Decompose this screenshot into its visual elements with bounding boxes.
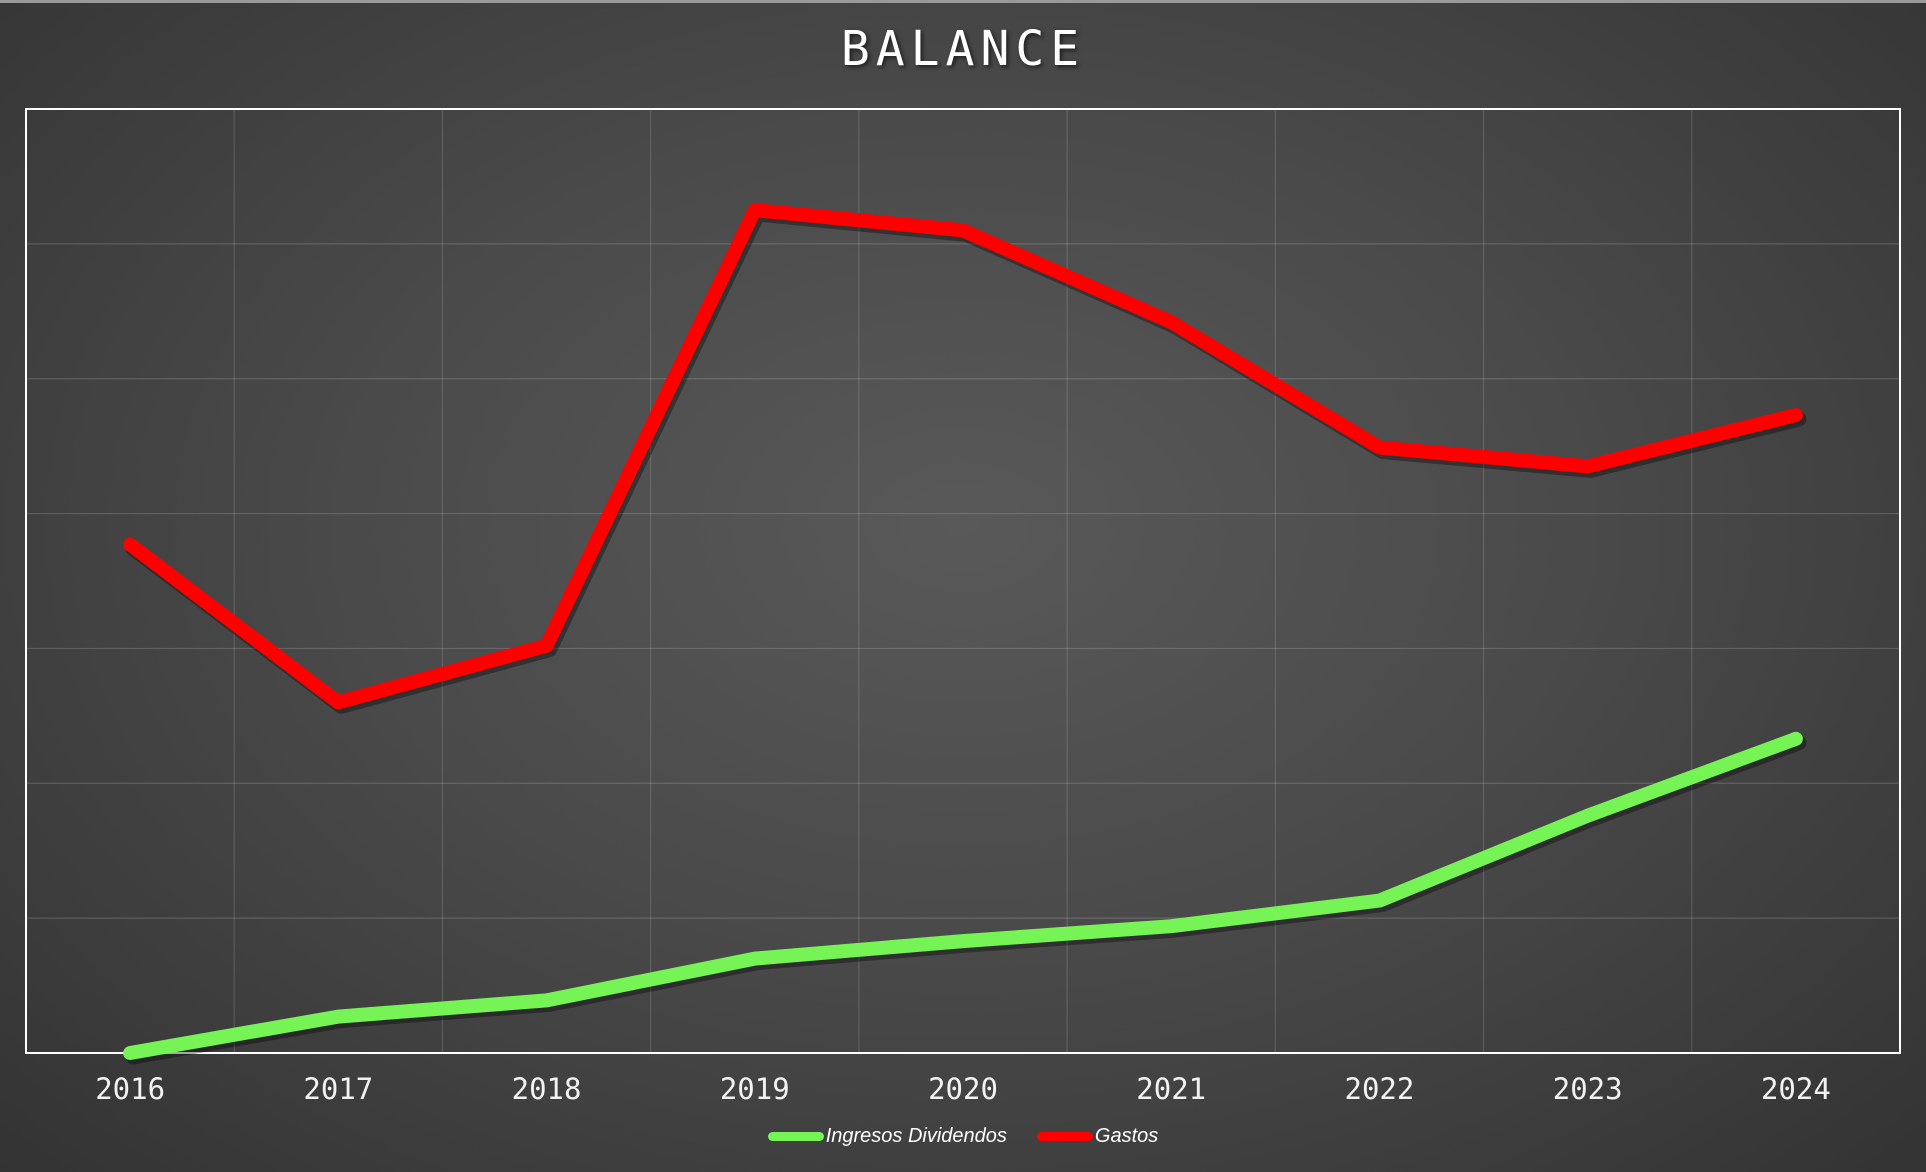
data-point-ingresos-dividendos-2023	[1587, 815, 1589, 817]
data-point-gastos-2017	[337, 701, 339, 703]
chart-svg: 2016 2017 2018 2019 2020 2021 2022 2023 2024	[25, 108, 1901, 1106]
legend-swatch-ingresos-dividendos	[767, 1132, 824, 1141]
x-tick-label-2019: 2019	[720, 1072, 790, 1106]
series-lines	[123, 203, 1807, 1065]
data-point-gastos-2023	[1587, 465, 1589, 467]
legend-swatch-gastos	[1036, 1132, 1093, 1141]
gridlines	[26, 109, 1900, 1053]
legend-item-ingresos-dividendos: Ingresos Dividendos	[767, 1125, 1007, 1148]
data-point-ingresos-dividendos-2024	[1795, 738, 1797, 740]
legend-label-gastos: Gastos	[1094, 1125, 1159, 1147]
legend: Ingresos Dividendos Gastos	[0, 1125, 1926, 1148]
data-point-ingresos-dividendos-2017	[337, 1016, 339, 1018]
data-point-ingresos-dividendos-2018	[546, 999, 548, 1001]
data-point-gastos-2020	[962, 229, 964, 231]
x-axis-tick-labels: 2016 2017 2018 2019 2020 2021 2022 2023 2024	[95, 1072, 1831, 1106]
legend-item-gastos: Gastos	[1036, 1125, 1159, 1148]
x-tick-label-2017: 2017	[303, 1072, 373, 1106]
x-tick-label-2018: 2018	[512, 1072, 582, 1106]
data-point-gastos-2024	[1795, 414, 1797, 416]
data-point-ingresos-dividendos-2020	[962, 940, 964, 942]
chart-title: BALANCE	[840, 21, 1086, 77]
data-point-ingresos-dividendos-2016	[129, 1052, 131, 1054]
data-point-gastos-2019	[754, 209, 756, 211]
data-point-gastos-2021	[1170, 321, 1172, 323]
data-point-gastos-2022	[1378, 446, 1380, 448]
data-point-ingresos-dividendos-2019	[754, 958, 756, 960]
data-point-gastos-2016	[129, 544, 131, 546]
legend-label-ingresos-dividendos: Ingresos Dividendos	[825, 1125, 1007, 1147]
x-tick-label-2022: 2022	[1345, 1072, 1415, 1106]
x-tick-label-2016: 2016	[95, 1072, 165, 1106]
data-point-ingresos-dividendos-2022	[1378, 900, 1380, 902]
x-tick-label-2024: 2024	[1761, 1072, 1831, 1106]
x-tick-label-2021: 2021	[1136, 1072, 1206, 1106]
data-point-gastos-2018	[546, 645, 548, 647]
series-line-gastos	[123, 203, 1803, 710]
x-tick-label-2023: 2023	[1553, 1072, 1623, 1106]
plot-area	[25, 108, 1901, 1054]
series-line-ingresos-dividendos	[123, 731, 1803, 1060]
data-point-ingresos-dividendos-2021	[1170, 925, 1172, 927]
x-tick-label-2020: 2020	[928, 1072, 998, 1106]
